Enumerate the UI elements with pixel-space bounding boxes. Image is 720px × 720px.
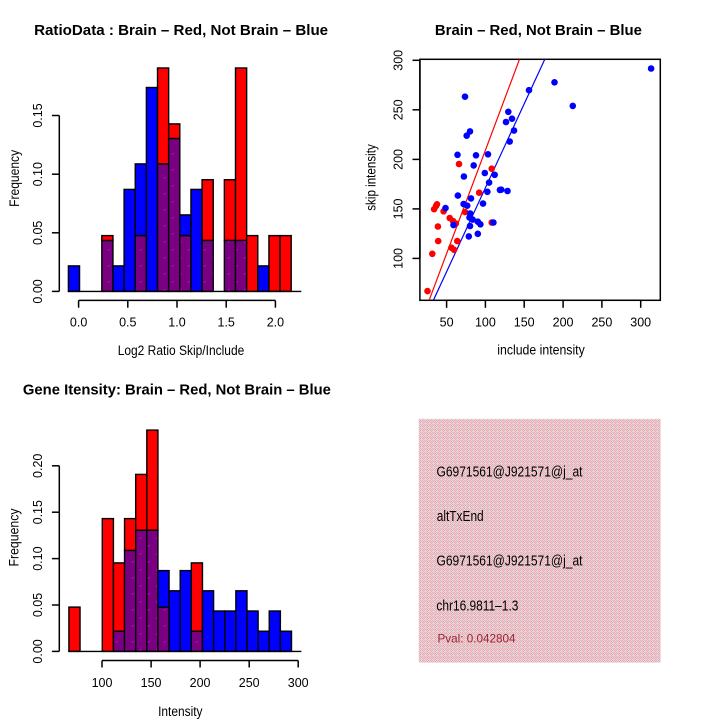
svg-text:chr16.9811–1.3: chr16.9811–1.3 — [436, 598, 518, 614]
svg-text:Brain – Red, Not Brain – Blue: Brain – Red, Not Brain – Blue — [435, 22, 642, 39]
svg-text:200: 200 — [553, 316, 574, 330]
svg-text:0.05: 0.05 — [31, 221, 45, 245]
svg-text:0.20: 0.20 — [31, 454, 45, 478]
svg-text:Pval: 0.042804: Pval: 0.042804 — [438, 632, 516, 646]
svg-text:0.0: 0.0 — [70, 316, 87, 330]
svg-text:250: 250 — [392, 99, 406, 120]
svg-text:150: 150 — [514, 316, 535, 330]
svg-text:0.15: 0.15 — [31, 500, 45, 524]
svg-text:0.10: 0.10 — [31, 546, 45, 570]
svg-text:G6971561@J921571@j_at: G6971561@J921571@j_at — [437, 554, 583, 570]
svg-text:1.5: 1.5 — [218, 316, 235, 330]
svg-text:2.0: 2.0 — [267, 316, 284, 330]
svg-text:1.0: 1.0 — [168, 316, 185, 330]
svg-text:300: 300 — [288, 676, 309, 690]
svg-text:300: 300 — [392, 50, 406, 71]
svg-text:0.15: 0.15 — [31, 103, 45, 127]
svg-text:0.10: 0.10 — [31, 162, 45, 186]
svg-text:0.05: 0.05 — [31, 593, 45, 617]
svg-text:RatioData : Brain – Red, Not B: RatioData : Brain – Red, Not Brain – Blu… — [34, 22, 328, 39]
svg-text:200: 200 — [190, 676, 211, 690]
svg-text:50: 50 — [440, 316, 454, 330]
svg-text:0.5: 0.5 — [119, 316, 136, 330]
svg-text:Intensity: Intensity — [158, 704, 203, 720]
svg-text:0.00: 0.00 — [31, 279, 45, 303]
svg-text:include intensity: include intensity — [497, 343, 585, 359]
svg-text:G6971561@J921571@j_at: G6971561@J921571@j_at — [437, 465, 583, 481]
svg-text:150: 150 — [141, 676, 162, 690]
svg-text:Gene Itensity: Brain – Red, No: Gene Itensity: Brain – Red, Not Brain – … — [23, 382, 331, 399]
svg-text:200: 200 — [392, 149, 406, 170]
svg-text:Frequency: Frequency — [7, 508, 23, 567]
svg-text:300: 300 — [630, 316, 651, 330]
svg-text:0.00: 0.00 — [31, 639, 45, 663]
svg-text:250: 250 — [591, 316, 612, 330]
svg-text:150: 150 — [392, 198, 406, 219]
svg-text:100: 100 — [475, 316, 496, 330]
svg-text:100: 100 — [92, 676, 113, 690]
svg-text:100: 100 — [392, 248, 406, 269]
svg-text:Frequency: Frequency — [7, 149, 23, 207]
svg-text:skip intensity: skip intensity — [363, 144, 379, 211]
svg-text:altTxEnd: altTxEnd — [437, 509, 484, 525]
svg-text:250: 250 — [239, 676, 260, 690]
svg-text:Log2 Ratio Skip/Include: Log2 Ratio Skip/Include — [118, 343, 245, 359]
